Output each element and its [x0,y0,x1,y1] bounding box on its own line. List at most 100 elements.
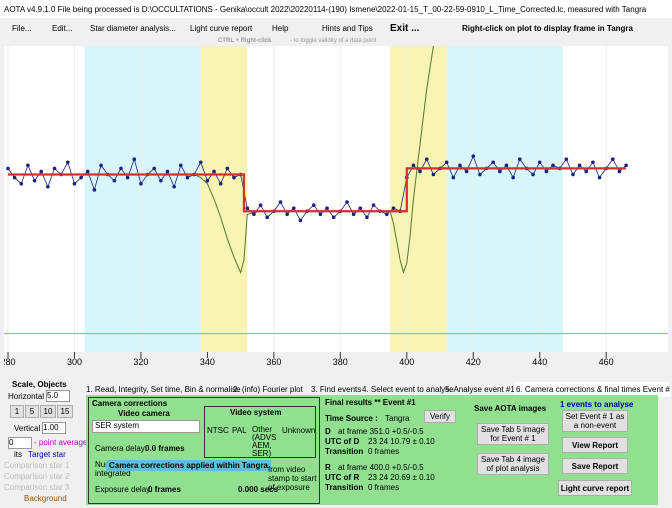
tab[interactable]: 4. Select event to analyse [362,385,454,394]
fit-line [7,167,627,213]
data-point [517,157,522,162]
data-point [265,215,270,220]
data-point [32,178,37,183]
data-point [119,166,123,171]
tab-active[interactable]: 6. Camera corrections & final times Even… [514,382,670,397]
data-point [464,169,469,174]
tab[interactable]: 1. Read, Integrity, Set time, Bin & norm… [86,385,241,394]
region [446,46,563,352]
checkbox-label[interactable]: Comparison star 3 [4,483,70,492]
data-point [345,200,349,204]
radio[interactable]: Other (ADVS AEM, SER) [252,425,277,458]
data-point [198,160,203,165]
menu-item[interactable]: Star diameter analysis... [90,24,176,33]
menu-item[interactable]: Hints and Tips [322,24,373,33]
button[interactable]: 15 [57,405,73,418]
button[interactable]: Verify [424,410,456,423]
checkbox-label[interactable]: Target star [28,450,66,459]
button[interactable]: Save Tab 4 image of plot analysis [477,453,549,475]
label: from video stamp to start of exposure [268,465,317,492]
button[interactable]: 10 [40,405,56,418]
data-point [285,212,289,217]
value: 23 24 10.79 ± 0.10 [368,437,435,446]
group-box [88,397,320,504]
region [84,46,201,352]
data-point [152,166,157,171]
data-point [205,178,210,183]
radio[interactable]: PAL [232,426,247,435]
window-title: AOTA v4.9.1.0 File being processed is D:… [4,5,647,14]
value: at frame 400.0 +0.5/-0.5 [338,463,424,472]
data-point [85,169,90,174]
label: Horizontal [8,392,45,401]
data-point [325,206,329,210]
data-point [391,206,396,210]
input[interactable]: 1.00 [42,422,66,434]
x-tick-label: 440 [532,357,547,367]
button[interactable]: Light curve report [558,480,632,496]
label: Transition [325,483,364,492]
menu-item[interactable]: Light curve report [190,24,253,33]
data-point [132,157,137,162]
data-point [52,166,57,171]
data-point [185,175,190,180]
checkbox-label[interactable]: Background [24,494,67,503]
data-point [291,206,296,210]
data-point [125,175,130,180]
data-point [617,169,622,174]
data-point [385,212,389,217]
select[interactable]: 0 [8,437,32,449]
x-tick-label: 320 [133,357,148,367]
button[interactable]: Set Event # 1 as a non-event [562,410,628,432]
label: Transition [325,447,364,456]
data-point [39,169,44,174]
radio[interactable]: NTSC [207,426,229,435]
data-point [92,188,97,192]
radio[interactable]: Unknown [282,426,316,435]
button[interactable]: View Report [562,437,628,453]
dropdown[interactable]: SER system [92,420,200,433]
value: 0 frames [368,447,400,456]
x-tick-label: 300 [67,357,82,367]
data-point [451,175,456,180]
button[interactable]: Save Tab 5 image for Event # 1 [477,423,549,445]
data-point [72,181,77,186]
banner: Camera corrections applied within Tangra [106,460,271,471]
data-point [6,166,10,171]
data-point [112,178,117,183]
tab[interactable]: 5. Analyse event #1 [445,385,515,394]
menu-hint: Right-click on plot to display frame in … [462,24,633,33]
data-point [12,175,17,180]
label: Time Source : [325,414,378,423]
menu-item[interactable]: Help [272,24,289,33]
button[interactable]: 5 [25,405,39,418]
menu-item[interactable]: Exit ... [390,23,420,34]
data-point [551,163,555,168]
menu-item[interactable]: File... [12,24,32,33]
button[interactable]: 1 [10,405,24,418]
data-point [159,178,163,183]
data-point [418,169,422,174]
checkbox-label[interactable]: Comparison star 2 [4,472,70,481]
data-point [371,203,376,207]
data-point [365,215,369,220]
data-point [278,200,283,204]
button[interactable]: Save Report [562,458,628,474]
label: Exposure delay: [95,485,153,494]
checkbox-label[interactable]: Comparison star 1 [4,461,70,470]
tab[interactable]: 2. (info) Fourier plot [233,385,303,394]
x-tick-label: 420 [466,357,481,367]
data-point [311,203,316,207]
value: 23 24 20.69 ± 0.10 [368,473,435,482]
label: Video camera [118,409,170,418]
menu-item[interactable]: Edit... [52,24,73,33]
region [390,46,447,352]
group-box [204,406,316,458]
input[interactable]: 5.0 [46,390,70,402]
label: R [325,463,331,472]
light-curve-plot[interactable]: 280 300 320 340 360 380 400 420 440 460 [4,46,668,368]
x-tick-label: 380 [333,357,348,367]
data-point [139,181,143,186]
tab[interactable]: 3. Find events [311,385,362,394]
